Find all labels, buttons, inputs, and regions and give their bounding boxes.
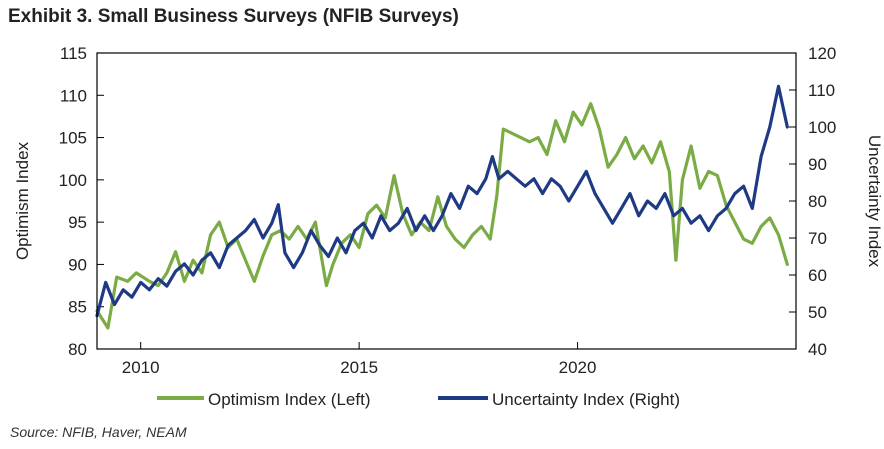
source-note: Source: NFIB, Haver, NEAM — [10, 424, 187, 440]
series-lines — [95, 84, 789, 330]
optimism-index-line — [95, 102, 789, 330]
right-tick-label: 110 — [808, 81, 835, 100]
right-axis-label: Uncertainty Index — [865, 135, 884, 268]
legend-label-optimism: Optimism Index (Left) — [208, 390, 371, 409]
right-tick-label: 50 — [808, 303, 827, 322]
right-tick-label: 80 — [808, 192, 827, 211]
left-axis-ticks: 80 85 90 95 100 105 110 115 — [59, 44, 104, 359]
plot-frame — [96, 52, 797, 350]
left-tick-label: 110 — [60, 86, 87, 105]
x-tick-label: 2020 — [559, 358, 597, 377]
right-tick-label: 120 — [808, 44, 836, 63]
right-tick-label: 90 — [808, 155, 827, 174]
left-tick-label: 105 — [59, 129, 87, 148]
x-axis-ticks: 2010 2015 2020 — [122, 342, 597, 377]
left-tick-label: 100 — [59, 171, 87, 190]
x-tick-label: 2010 — [122, 358, 160, 377]
left-tick-label: 85 — [68, 298, 87, 317]
right-axis-ticks: 40 50 60 70 80 90 100 110 120 — [789, 44, 836, 359]
right-tick-label: 100 — [808, 118, 836, 137]
right-tick-label: 70 — [808, 229, 827, 248]
legend-label-uncertainty: Uncertainty Index (Right) — [492, 390, 680, 409]
chart-title: Exhibit 3. Small Business Surveys (NFIB … — [8, 6, 459, 27]
right-tick-label: 60 — [808, 266, 827, 285]
left-axis-label: Optimism Index — [13, 141, 32, 260]
uncertainty-index-line — [95, 84, 789, 318]
x-tick-label: 2015 — [340, 358, 378, 377]
right-tick-label: 40 — [808, 340, 827, 359]
left-tick-label: 115 — [60, 44, 87, 63]
legend: Optimism Index (Left) Uncertainty Index … — [157, 390, 680, 409]
left-tick-label: 80 — [68, 340, 87, 359]
left-tick-label: 95 — [68, 213, 87, 232]
left-tick-label: 90 — [68, 255, 87, 274]
